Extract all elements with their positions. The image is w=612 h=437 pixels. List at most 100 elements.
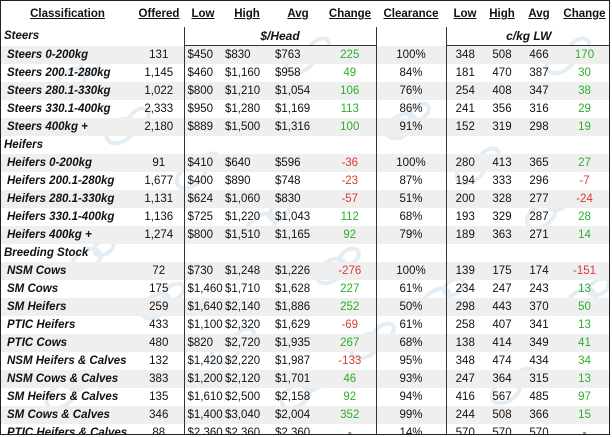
classification-cell: Steers 330.1-400kg (7, 103, 111, 115)
col-high-head: High (234, 8, 260, 20)
high-head-cell: $2,360 (225, 427, 261, 435)
table-row: SM Cows & Calves 346 $1,400 $3,040 $2,004 352… (1, 406, 609, 424)
classification-cell: SM Cows & Calves (7, 409, 110, 421)
avg-head-cell: $1,043 (275, 211, 311, 223)
offered-cell: 2,180 (144, 121, 174, 133)
high-lw-cell: 414 (492, 337, 512, 349)
clearance-cell: 61% (399, 283, 423, 295)
high-head-cell: $2,320 (225, 319, 261, 331)
high-lw-cell: 364 (492, 373, 512, 385)
high-head-cell: $1,160 (225, 67, 261, 79)
avg-head-cell: $958 (275, 67, 301, 79)
low-lw-cell: 348 (445, 352, 484, 370)
table-row: Heifers 200.1-280kg 1,677 $400 $890 $748 -23 8… (1, 172, 609, 190)
classification-cell: Heifers 0-200kg (7, 157, 93, 169)
spacer (134, 27, 184, 46)
col-clearance: Clearance (383, 8, 439, 20)
low-lw-cell: 139 (445, 262, 484, 280)
low-head-cell: $820 (183, 334, 222, 352)
avg-lw-cell: 466 (529, 49, 549, 61)
high-lw-cell: 329 (492, 211, 512, 223)
avg-head-cell: $2,158 (275, 391, 311, 403)
change-lw-cell: 50 (578, 301, 591, 313)
clearance-cell: 68% (399, 211, 423, 223)
table-row: Steers 0-200kg 131 $450 $830 $763 225 100% 348 5… (1, 45, 609, 64)
low-lw-cell: 241 (445, 100, 484, 118)
change-head-cell: 113 (324, 100, 377, 118)
low-head-cell: $1,100 (183, 316, 223, 334)
avg-lw-cell: 298 (529, 121, 549, 133)
classification-cell: NSM Heifers & Calves (7, 355, 127, 367)
avg-lw-cell: 316 (529, 103, 549, 115)
high-lw-cell: 508 (492, 49, 512, 61)
change-lw-cell: 30 (578, 67, 591, 79)
change-lw-cell: 13 (578, 319, 591, 331)
clearance-cell: 84% (399, 67, 423, 79)
col-classification: Classification (30, 8, 105, 20)
clearance-cell: 94% (399, 391, 423, 403)
avg-head-cell: $830 (275, 193, 301, 205)
change-lw-cell: 97 (578, 391, 591, 403)
clearance-cell: 93% (399, 373, 423, 385)
spacer (376, 136, 446, 154)
change-lw-cell: -24 (576, 193, 593, 205)
low-lw-cell: 234 (445, 280, 484, 298)
high-lw-cell: 175 (492, 265, 512, 277)
change-lw-cell: 28 (578, 211, 591, 223)
table-row: Heifers 280.1-330kg 1,131 $624 $1,060 $830 -5… (1, 190, 609, 208)
change-head-cell: 49 (324, 64, 377, 82)
high-lw-cell: 363 (492, 229, 512, 241)
table-row: SM Heifers & Calves 135 $1,610 $2,500 $2,158… (1, 388, 609, 406)
table-row: Steers 330.1-400kg 2,333 $950 $1,280 $1,169 1… (1, 100, 609, 118)
high-lw-cell: 413 (492, 157, 512, 169)
high-head-cell: $2,140 (225, 301, 261, 313)
clearance-cell: 14% (399, 427, 423, 435)
table-row: Heifers 0-200kg 91 $410 $640 $596 -36 100% 280 4… (1, 154, 609, 172)
offered-cell: 88 (152, 427, 166, 435)
change-lw-cell: 29 (578, 103, 591, 115)
change-head-cell: 352 (324, 406, 377, 424)
table-row: NSM Heifers & Calves 132 $1,420 $2,220 $1,98… (1, 352, 609, 370)
col-change-head: Change (328, 8, 372, 20)
col-avg-lw: Avg (528, 8, 550, 20)
high-lw-cell: 474 (492, 355, 512, 367)
low-head-cell: $1,460 (183, 280, 223, 298)
low-head-cell: $450 (183, 45, 222, 64)
high-head-cell: $1,510 (225, 229, 261, 241)
spacer (183, 244, 377, 262)
avg-lw-cell: 570 (529, 427, 549, 435)
col-offered: Offered (138, 8, 180, 20)
change-head-cell: -133 (324, 352, 377, 370)
avg-lw-cell: 366 (529, 409, 549, 421)
clearance-cell: 95% (399, 355, 423, 367)
low-head-cell: $1,400 (183, 406, 223, 424)
col-low-head: Low (191, 8, 215, 20)
col-low-lw: Low (453, 8, 477, 20)
avg-head-cell: $1,935 (275, 337, 311, 349)
clearance-cell: 100% (396, 265, 426, 277)
classification-cell: PTIC Heifers (7, 319, 76, 331)
low-head-cell: $1,640 (183, 298, 223, 316)
change-head-cell: 227 (324, 280, 377, 298)
low-lw-cell: 247 (445, 370, 484, 388)
clearance-cell: 79% (399, 229, 423, 241)
low-lw-cell: 244 (445, 406, 484, 424)
high-head-cell: $2,720 (225, 337, 261, 349)
avg-head-cell: $1,165 (275, 229, 311, 241)
change-lw-cell: 15 (578, 409, 591, 421)
high-head-cell: $640 (225, 157, 251, 169)
offered-cell: 72 (152, 265, 166, 277)
classification-cell: SM Cows (7, 283, 59, 295)
table-row: Heifers 330.1-400kg 1,136 $725 $1,220 $1,043… (1, 208, 609, 226)
header-row: Classification Offered Low High Avg Chan… (1, 1, 609, 27)
change-head-cell: -36 (324, 154, 377, 172)
high-lw-cell: 328 (492, 193, 512, 205)
avg-head-cell: $2,004 (275, 409, 311, 421)
avg-lw-cell: 347 (529, 85, 549, 97)
table-row: NSM Cows & Calves 383 $1,200 $2,120 $1,701 46… (1, 370, 609, 388)
high-lw-cell: 470 (492, 67, 512, 79)
avg-lw-cell: 341 (529, 319, 549, 331)
low-head-cell: $2,360 (183, 424, 223, 434)
offered-cell: 480 (149, 337, 169, 349)
change-head-cell: 92 (324, 226, 377, 244)
